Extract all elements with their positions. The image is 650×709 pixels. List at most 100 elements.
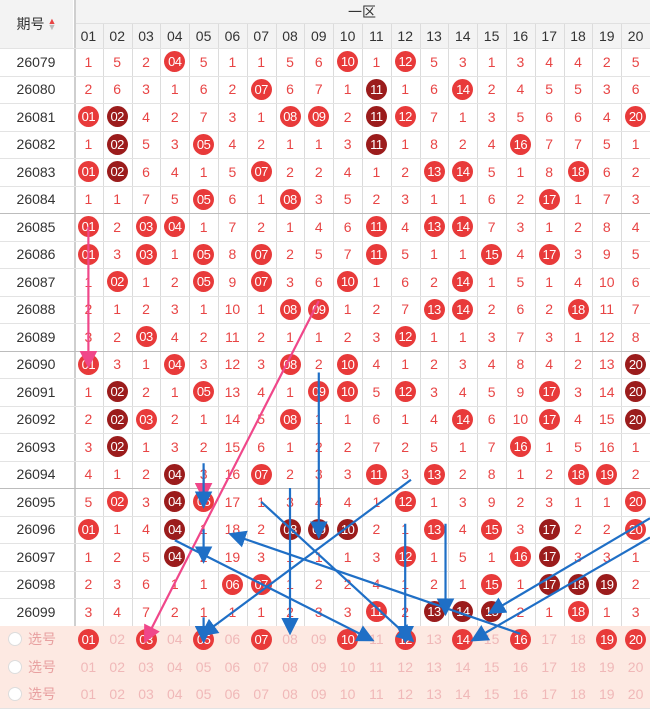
drawn-ball: 18 <box>567 601 589 623</box>
pick-ball[interactable]: 04 <box>167 631 183 648</box>
drawn-ball: 20 <box>625 491 647 513</box>
pick-ball[interactable]: 20 <box>627 658 644 675</box>
miss-count: 1 <box>372 273 381 290</box>
pick-ball-selected[interactable]: 19 <box>596 628 618 650</box>
column-header-03: 03 <box>131 24 161 48</box>
pick-ball-selected[interactable]: 16 <box>509 628 531 650</box>
miss-count: 2 <box>142 383 150 400</box>
miss-count: 1 <box>257 301 266 318</box>
drawn-ball: 11 <box>365 216 387 238</box>
drawn-ball: 02 <box>106 381 128 403</box>
pick-ball[interactable]: 14 <box>455 658 471 675</box>
pick-ball[interactable]: 05 <box>195 658 212 675</box>
miss-count: 3 <box>574 548 582 565</box>
pick-ball[interactable]: 04 <box>167 658 183 675</box>
miss-count: 4 <box>401 218 410 235</box>
pick-ball[interactable]: 15 <box>483 658 500 675</box>
miss-count: 6 <box>343 218 352 235</box>
miss-count: 2 <box>170 108 179 125</box>
pick-ball[interactable]: 18 <box>570 658 586 675</box>
miss-count: 8 <box>516 356 525 373</box>
miss-count: 4 <box>314 218 323 235</box>
pick-radio[interactable] <box>8 632 22 647</box>
miss-count: 6 <box>228 191 237 208</box>
miss-count: 4 <box>487 356 496 373</box>
miss-count: 1 <box>430 548 438 565</box>
miss-count: 2 <box>574 521 582 538</box>
column-header-02: 02 <box>102 24 132 48</box>
miss-count: 1 <box>170 383 179 400</box>
miss-count: 5 <box>458 548 467 565</box>
pick-ball[interactable]: 07 <box>253 658 269 675</box>
pick-ball-selected[interactable]: 07 <box>250 628 272 650</box>
miss-count: 2 <box>343 108 352 125</box>
drawn-ball: 04 <box>164 491 186 513</box>
pick-ball[interactable]: 16 <box>512 658 529 675</box>
pick-row-label[interactable]: 选号 <box>0 626 72 654</box>
miss-count: 3 <box>631 603 640 620</box>
pick-ball[interactable]: 09 <box>311 631 327 648</box>
miss-count: 3 <box>516 218 525 235</box>
pick-ball[interactable]: 10 <box>339 658 356 675</box>
pick-ball[interactable]: 17 <box>541 658 557 675</box>
pick-ball-selected[interactable]: 14 <box>452 628 474 650</box>
miss-count: 1 <box>170 81 179 98</box>
miss-count: 1 <box>343 548 352 565</box>
pick-radio[interactable] <box>8 659 22 674</box>
grid-vline <box>333 24 335 691</box>
pick-ball-selected[interactable]: 10 <box>337 628 359 650</box>
miss-count: 1 <box>84 136 93 153</box>
drawn-ball: 13 <box>423 216 445 238</box>
miss-count: 1 <box>286 136 294 153</box>
pick-ball[interactable]: 08 <box>282 658 298 675</box>
miss-count: 4 <box>170 328 179 345</box>
miss-count: 7 <box>430 108 438 125</box>
miss-count: 7 <box>343 246 352 263</box>
pick-ball[interactable]: 13 <box>426 631 442 648</box>
miss-count: 4 <box>142 108 150 125</box>
issue-column-header[interactable]: 期号 ▲ ▼ <box>0 0 73 48</box>
drawn-ball: 01 <box>77 161 99 183</box>
miss-count: 2 <box>314 163 323 180</box>
pick-ball[interactable]: 06 <box>224 631 241 648</box>
miss-count: 3 <box>458 493 467 510</box>
pick-ball[interactable]: 19 <box>599 658 615 675</box>
miss-count: 1 <box>372 493 381 510</box>
pick-ball[interactable]: 01 <box>80 658 97 675</box>
column-header-06: 06 <box>218 24 247 48</box>
pick-ball[interactable]: 18 <box>570 631 586 648</box>
pick-row-label[interactable]: 选号 <box>0 653 72 681</box>
pick-ball-selected[interactable]: 01 <box>77 628 99 650</box>
miss-count: 3 <box>574 383 582 400</box>
drawn-ball: 12 <box>394 491 416 513</box>
column-header-09: 09 <box>304 24 334 48</box>
grid-hline <box>0 103 650 104</box>
pick-ball[interactable]: 17 <box>541 631 557 648</box>
miss-count: 2 <box>257 328 266 345</box>
sort-icon[interactable]: ▲ ▼ <box>47 16 57 32</box>
miss-count: 3 <box>602 81 611 98</box>
column-header-20: 20 <box>621 24 650 48</box>
grid-hline <box>0 130 650 132</box>
pick-ball[interactable]: 06 <box>224 658 241 675</box>
miss-count: 2 <box>113 218 122 235</box>
pick-ball[interactable]: 09 <box>311 658 327 675</box>
drawn-ball: 12 <box>394 51 416 73</box>
pick-ball[interactable]: 11 <box>369 658 384 675</box>
pick-ball[interactable]: 13 <box>426 658 442 675</box>
pick-ball[interactable]: 02 <box>109 631 125 648</box>
drawn-ball: 02 <box>106 436 128 458</box>
drawn-ball: 12 <box>394 326 416 348</box>
pick-ball[interactable]: 12 <box>397 658 413 675</box>
miss-count: 2 <box>545 301 554 318</box>
pick-ball[interactable]: 03 <box>138 658 154 675</box>
miss-count: 4 <box>516 81 525 98</box>
miss-count: 8 <box>602 218 611 235</box>
miss-count: 3 <box>170 301 179 318</box>
pick-ball-selected[interactable]: 20 <box>625 628 647 650</box>
miss-count: 4 <box>487 136 496 153</box>
grid-hline <box>0 213 650 214</box>
miss-count: 8 <box>487 466 496 483</box>
miss-count: 2 <box>113 328 122 345</box>
pick-ball[interactable]: 02 <box>109 658 125 675</box>
